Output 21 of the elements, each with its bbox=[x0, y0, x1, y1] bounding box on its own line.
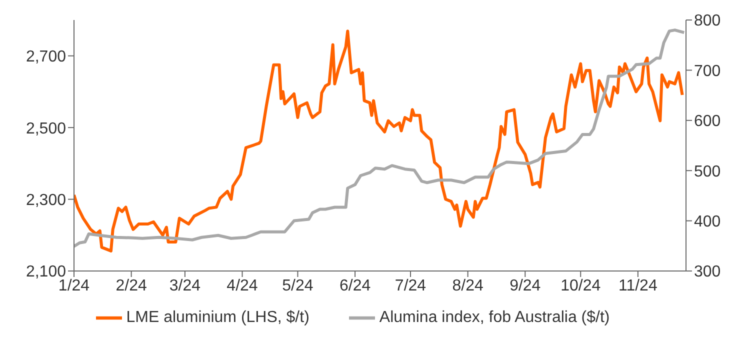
x-tick-label: 6/24 bbox=[339, 277, 371, 294]
y-tick-label: 2,500 bbox=[26, 120, 66, 138]
x-tick-label: 5/24 bbox=[282, 277, 314, 294]
x-tick-label: 10/24 bbox=[560, 277, 601, 294]
y2-tick-label: 700 bbox=[694, 62, 721, 80]
x-tick-label: 3/24 bbox=[169, 277, 201, 294]
y-tick-label: 2,300 bbox=[26, 192, 66, 209]
x-tick-label: 2/24 bbox=[116, 277, 147, 294]
x-tick-label: 4/24 bbox=[226, 277, 258, 294]
y2-tick-label: 800 bbox=[694, 12, 721, 30]
y2-tick-label: 300 bbox=[694, 264, 721, 281]
y2-tick-label: 400 bbox=[694, 213, 721, 230]
x-tick-label: 11/24 bbox=[618, 277, 658, 294]
y-tick-label: 2,700 bbox=[26, 48, 66, 66]
y2-tick-label: 500 bbox=[694, 163, 721, 180]
x-tick-label: 7/24 bbox=[394, 277, 426, 294]
legend-label: LME aluminium (LHS, $/t) bbox=[126, 309, 310, 326]
x-tick-label: 8/24 bbox=[452, 277, 484, 294]
x-tick-label: 9/24 bbox=[510, 277, 541, 294]
legend-label: Alumina index, fob Australia ($/t) bbox=[379, 309, 610, 326]
y2-tick-label: 600 bbox=[694, 113, 721, 130]
